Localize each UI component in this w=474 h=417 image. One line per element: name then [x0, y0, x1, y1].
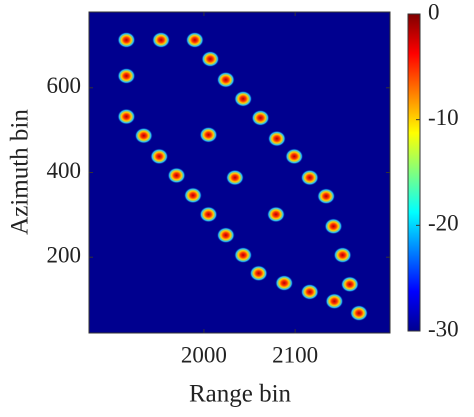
colorbar-tick-label: -10: [428, 105, 459, 130]
y-tick-label: 400: [47, 158, 82, 183]
target: [285, 148, 304, 165]
target: [117, 67, 136, 84]
target: [134, 127, 153, 144]
target: [183, 187, 202, 204]
target: [216, 227, 235, 244]
x-tick-label: 2000: [181, 342, 227, 367]
target: [340, 276, 359, 293]
target: [216, 71, 235, 88]
colorbar-tick-label: -20: [428, 211, 459, 236]
x-tick-label: 2100: [272, 342, 318, 367]
target: [300, 283, 319, 300]
target: [150, 148, 169, 165]
target: [317, 188, 336, 205]
target: [333, 247, 352, 264]
target: [199, 126, 218, 143]
colorbar: [407, 13, 421, 332]
target: [167, 167, 186, 184]
target: [201, 51, 220, 68]
target: [251, 109, 270, 126]
x-axis-label: Range bin: [189, 381, 292, 408]
target: [199, 206, 218, 223]
target: [234, 247, 253, 264]
target: [249, 265, 268, 282]
colorbar-tick-label: -30: [428, 316, 459, 341]
plot-frame: [88, 11, 391, 334]
target: [300, 169, 319, 186]
target: [324, 218, 343, 235]
target: [234, 90, 253, 107]
target: [117, 108, 136, 125]
y-tick-label: 600: [47, 73, 82, 98]
target: [275, 275, 294, 292]
target: [185, 31, 204, 48]
y-axis-label: Azimuth bin: [7, 109, 34, 235]
target: [267, 130, 286, 147]
target: [349, 305, 368, 322]
target: [325, 293, 344, 310]
target: [266, 206, 285, 223]
target: [152, 31, 171, 48]
y-tick-label: 200: [47, 242, 82, 267]
target: [117, 31, 136, 48]
colorbar-tick-label: 0: [428, 0, 440, 24]
target: [225, 169, 244, 186]
